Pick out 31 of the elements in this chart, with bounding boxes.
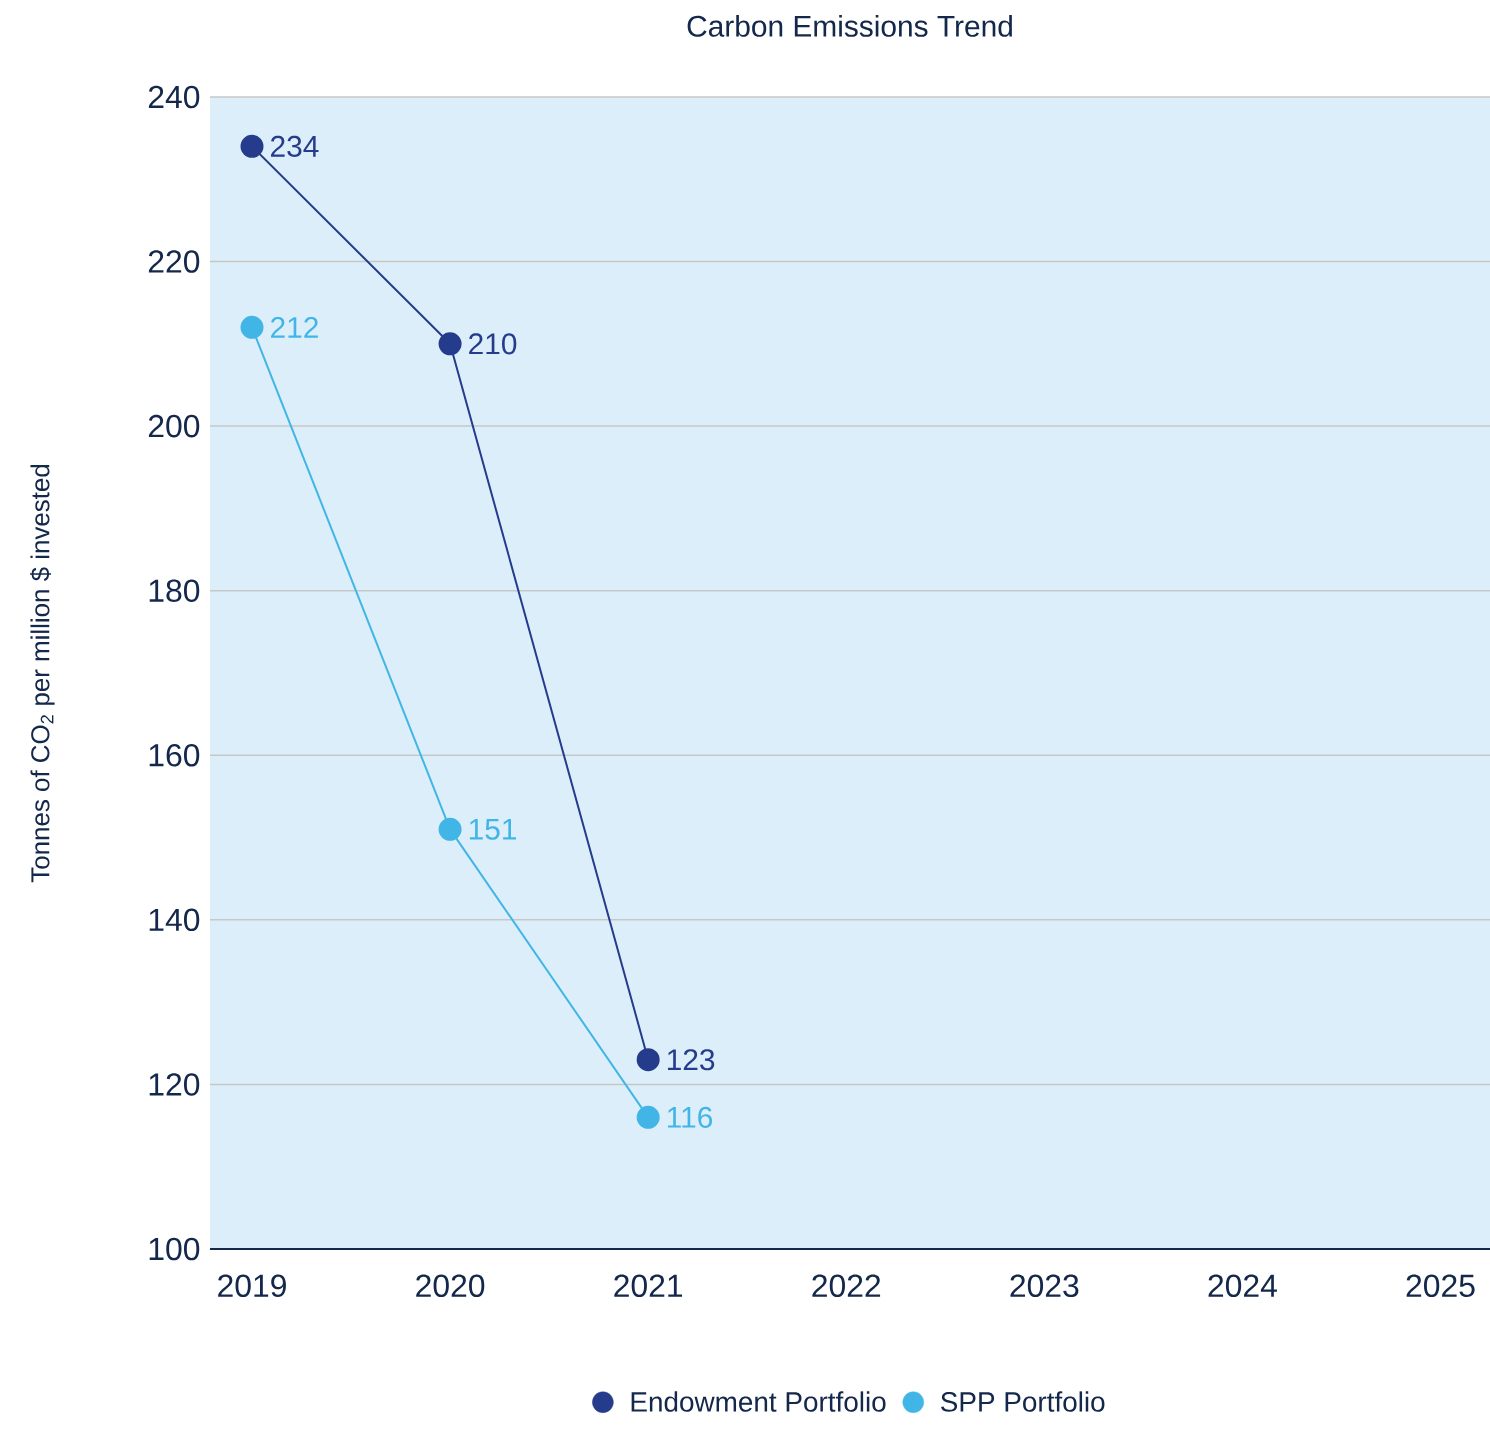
data-label: 116	[667, 1106, 713, 1128]
y-tick-label: 120	[149, 1073, 200, 1096]
point	[438, 817, 462, 841]
data-label: 151	[469, 818, 517, 840]
x-tick-label: 2021	[614, 1274, 683, 1298]
point	[240, 134, 264, 158]
x-tick-label: 2023	[1010, 1274, 1079, 1298]
data-label: 123	[667, 1049, 715, 1071]
y-tick-label: 180	[149, 579, 200, 602]
y-tick-label: 160	[149, 743, 200, 767]
x-tick-label: 2020	[416, 1274, 485, 1298]
y-tick-label: 200	[148, 414, 200, 438]
x-tick-label: 2025	[1406, 1274, 1475, 1298]
point	[240, 315, 264, 339]
y-tick-label: 240	[148, 85, 200, 109]
point	[438, 332, 462, 356]
x-tick-label: 2024	[1208, 1274, 1277, 1298]
x-tick-label: 2022	[812, 1274, 881, 1298]
data-label: 210	[469, 333, 517, 355]
point	[636, 1048, 660, 1072]
y-tick-label: 220	[148, 250, 200, 273]
y-tick-label: 140	[149, 908, 200, 932]
y-tick-label: 100	[149, 1237, 200, 1261]
legend-label: Endowment Portfolio	[631, 1391, 886, 1412]
chart-title: Carbon Emissions Trend	[687, 14, 1012, 37]
data-label: 212	[271, 316, 318, 338]
x-tick-label: 2019	[218, 1274, 286, 1298]
y-axis-title: Tonnes of CO$_{2}$ per million $ invested	[30, 464, 55, 883]
data-label: 234	[271, 135, 319, 157]
point	[636, 1105, 660, 1129]
legend-label: SPP Portfolio	[941, 1391, 1105, 1412]
